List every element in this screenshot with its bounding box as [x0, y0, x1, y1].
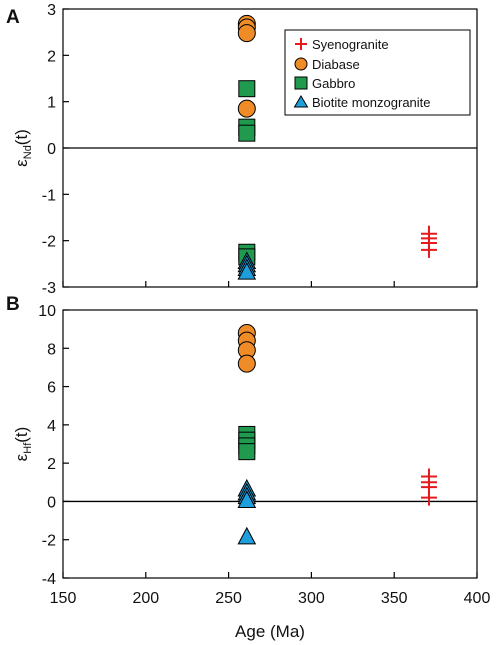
x-tick-label: 200 — [132, 590, 159, 607]
panel-b-y-tick-label: 2 — [47, 456, 56, 473]
data-point-syenogranite — [420, 489, 437, 506]
panel-a-label: A — [6, 7, 20, 28]
legend: Syenogranite Diabase Gabbro Biotite monz… — [284, 29, 471, 116]
panel-b-y-tick-label: -4 — [42, 571, 56, 588]
legend-item-biotite-monzogranite: Biotite monzogranite — [293, 95, 431, 110]
x-tick-label: 350 — [381, 590, 408, 607]
legend-label: Biotite monzogranite — [312, 95, 431, 110]
data-point-syenogranite — [420, 241, 437, 258]
legend-label: Syenogranite — [312, 37, 389, 52]
panel-a-y-tick-label: -1 — [42, 187, 56, 204]
data-point-diabase — [237, 99, 256, 118]
data-point-biotite-monzogranite — [237, 526, 257, 545]
data-point-gabbro — [238, 80, 256, 98]
data-point-diabase — [237, 24, 256, 43]
legend-box — [284, 29, 471, 116]
legend-marker-circle-icon — [294, 57, 308, 71]
legend-item-gabbro: Gabbro — [294, 76, 355, 91]
panel-a-y-axis-label: εNd(t) — [12, 129, 34, 167]
data-point-diabase — [237, 354, 256, 373]
x-tick-label: 150 — [50, 590, 77, 607]
data-point-biotite-monzogranite — [237, 490, 257, 508]
panel-b-y-tick-label: 4 — [47, 418, 56, 435]
panel-a: A 3 2 1 0 -1 -2 -3 εNd(t) Syenogranite Diabase… — [6, 2, 478, 297]
x-tick-label: 250 — [215, 590, 242, 607]
panel-a-y-tick-label: 2 — [47, 48, 56, 65]
panel-b-y-axis-label: εHf(t) — [12, 427, 34, 462]
panel-b-y-tick-label: -2 — [42, 533, 56, 550]
panel-a-y-tick-label: 3 — [47, 2, 56, 19]
legend-marker-triangle-icon — [293, 95, 309, 108]
panel-a-y-tick-label: -3 — [42, 280, 56, 297]
legend-marker-plus-icon — [295, 38, 307, 50]
panel-b-frame — [62, 309, 478, 579]
legend-item-syenogranite: Syenogranite — [295, 37, 389, 52]
x-tick-label: 300 — [298, 590, 325, 607]
legend-marker-square-icon — [294, 76, 308, 90]
panel-b-y-tick-label: 10 — [38, 303, 56, 320]
data-point-biotite-monzogranite — [237, 262, 257, 280]
panel-a-y-tick-label: -2 — [42, 234, 56, 251]
x-axis-label: Age (Ma) — [235, 622, 305, 641]
legend-label: Diabase — [312, 57, 360, 72]
x-tick-label: 400 — [464, 590, 491, 607]
legend-label: Gabbro — [312, 76, 355, 91]
legend-item-diabase: Diabase — [294, 57, 360, 72]
data-point-gabbro — [238, 443, 256, 461]
panel-b-y-tick-label: 6 — [47, 380, 56, 397]
panel-a-y-tick-label: 0 — [47, 141, 56, 158]
panel-a-y-tick-label: 1 — [47, 95, 56, 112]
panel-b-label: B — [6, 294, 20, 315]
data-point-gabbro — [238, 124, 256, 142]
panel-b-y-tick-label: 8 — [47, 341, 56, 358]
panel-b-y-tick-label: 0 — [47, 494, 56, 511]
